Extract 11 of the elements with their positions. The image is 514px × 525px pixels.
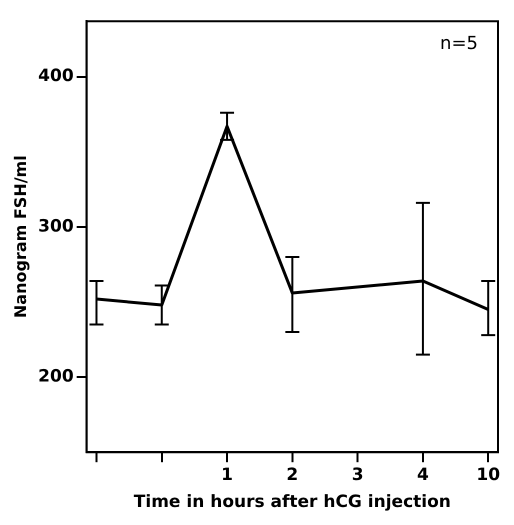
x-tick-label: 1 — [221, 464, 233, 485]
y-axis-title: Nanogram FSH/ml — [10, 155, 30, 318]
y-tick-label: 400 — [38, 66, 74, 86]
y-tick-label: 300 — [38, 216, 74, 236]
y-tick-label: 200 — [38, 366, 74, 387]
x-tick-label: 4 — [416, 464, 429, 485]
x-axis-title: Time in hours after hCG injection — [134, 492, 451, 512]
x-tick-label: 10 — [476, 464, 500, 485]
x-tick-label: 3 — [352, 464, 364, 485]
x-tick-label: 2 — [286, 464, 298, 485]
annotation: n=5 — [440, 32, 478, 54]
